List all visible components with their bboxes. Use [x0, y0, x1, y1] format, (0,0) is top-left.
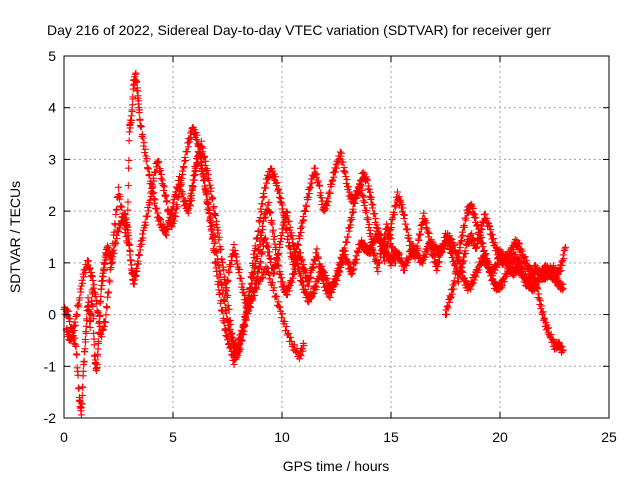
x-tick-label: 20 [492, 429, 508, 445]
y-tick-label: 3 [48, 151, 56, 167]
y-axis-label: SDTVAR / TECUs [7, 181, 23, 293]
y-tick-label: 2 [48, 203, 56, 219]
series-markers [186, 142, 399, 368]
y-tick-label: 4 [48, 100, 56, 116]
x-tick-label: 10 [274, 429, 290, 445]
y-tick-label: 1 [48, 255, 56, 271]
y-axis-ticks: -2 -1 0 1 2 3 4 5 [44, 48, 609, 426]
series-markers [62, 69, 567, 362]
y-tick-label: 0 [48, 307, 56, 323]
x-tick-label: 25 [601, 429, 617, 445]
y-tick-label: -1 [44, 358, 57, 374]
chart-title: Day 216 of 2022, Sidereal Day-to-day VTE… [47, 22, 551, 38]
x-axis-ticks: 0 5 10 15 20 25 [60, 56, 617, 445]
x-tick-label: 0 [60, 429, 68, 445]
x-axis-label: GPS time / hours [283, 458, 390, 474]
plot-frame [63, 55, 610, 419]
x-tick-label: 15 [383, 429, 399, 445]
y-tick-label: -2 [44, 410, 57, 426]
data-points [60, 69, 569, 419]
grid [64, 56, 609, 418]
x-tick-label: 5 [169, 429, 177, 445]
series-markers [442, 200, 567, 319]
y-tick-label: 5 [48, 48, 56, 64]
